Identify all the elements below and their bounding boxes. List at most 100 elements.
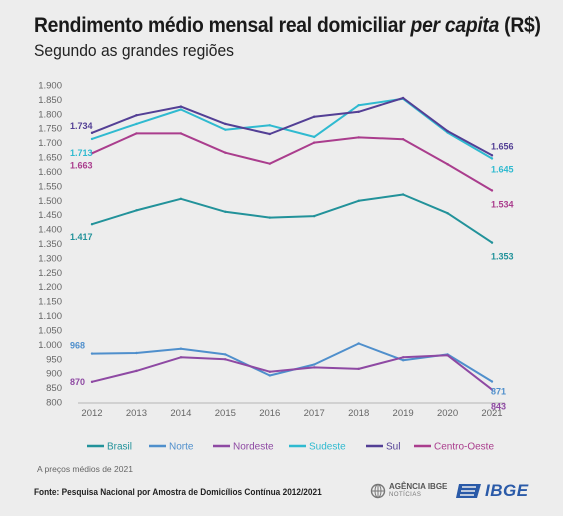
chart-title-unit: (R$) [499,14,541,37]
y-tick-label: 800 [46,398,62,409]
data-point-nordeste [268,370,271,373]
series-line-nordeste [91,354,493,391]
data-point-sul [135,114,138,117]
data-point-brasil [446,212,449,215]
price-note: A preços médios de 2021 [37,464,133,474]
data-label-sudeste: 1.645 [491,164,514,174]
data-point-centro-oeste [401,137,405,141]
data-labels: 1.417 1.353 968 871 870 843 1.713 1.645 1.734 1.6… [70,121,514,412]
legend: Brasil Norte Nordeste Sudeste Sul Centro-Oest… [87,442,494,453]
chart-title-main: Rendimento médio mensal real domiciliar [34,14,411,37]
y-tick-label: 1.650 [38,153,62,164]
x-tick-label: 2014 [170,408,191,419]
x-tick-label: 2018 [348,408,369,419]
data-label-brasil: 1.417 [70,232,93,242]
chart-title: Rendimento médio mensal real domiciliar … [34,14,541,38]
data-point-nordeste [90,380,94,384]
y-tick-label: 1.200 [38,282,62,293]
y-tick-label: 1.000 [38,340,62,351]
legend-label-brasil: Brasil [107,442,132,453]
data-point-sudeste [490,157,494,160]
ibge-logo: IBGE [456,481,529,501]
data-point-centro-oeste [313,141,316,144]
x-tick-label: 2019 [393,408,414,419]
data-point-norte [135,351,138,355]
data-point-nordeste [135,369,138,373]
legend-label-sudeste: Sudeste [309,442,346,453]
data-point-brasil [179,197,183,201]
data-point-norte [401,359,405,362]
data-point-norte [313,363,316,366]
x-axis: 2012 2013 2014 2015 2016 2017 2018 2019 2020 2021 [78,402,505,419]
x-tick-label: 2021 [481,408,502,419]
ibge-emblem-icon [456,484,481,498]
data-point-nordeste [490,388,494,391]
data-point-sul [224,122,227,126]
data-point-brasil [268,216,271,219]
data-point-brasil [490,241,494,244]
data-point-norte [357,342,360,345]
data-point-centro-oeste [446,163,449,166]
data-point-norte [268,374,271,377]
data-point-centro-oeste [224,151,227,154]
data-point-centro-oeste [90,152,94,155]
data-point-sul [90,131,94,135]
data-point-brasil [135,209,138,212]
x-tick-label: 2020 [437,408,458,419]
y-tick-label: 1.800 [38,109,62,120]
data-point-nordeste [179,356,183,359]
y-tick-label: 1.750 [38,124,62,135]
data-point-nordeste [401,356,405,359]
data-label-norte: 871 [491,387,506,397]
y-tick-label: 1.400 [38,225,62,236]
ibge-logo-text: IBGE [485,481,529,500]
data-label-centro-oeste: 1.663 [70,160,93,170]
data-point-sudeste [224,128,227,131]
data-point-brasil [224,210,227,213]
legend-label-sul: Sul [386,442,400,453]
y-tick-label: 1.350 [38,239,62,250]
data-point-nordeste [224,358,227,361]
data-label-norte: 968 [70,341,85,351]
data-label-sudeste: 1.713 [70,148,93,158]
data-point-sudeste [313,135,316,139]
data-label-centro-oeste: 1.534 [491,199,514,209]
agencia-line2: NOTÍCIAS [389,492,422,498]
data-point-sudeste [357,103,360,107]
series-line-centro-oeste [91,132,493,192]
data-point-nordeste [357,367,360,371]
series-line-sudeste [91,97,493,160]
y-tick-label: 850 [46,383,62,394]
y-tick-label: 1.900 [38,81,62,92]
series-line-norte [91,342,493,383]
legend-label-nordeste: Nordeste [233,442,274,453]
y-tick-label: 1.700 [38,138,62,149]
chart-title-italic: per capita [410,14,500,37]
legend-label-centro-oeste: Centro-Oeste [434,442,494,453]
data-point-sul [179,105,183,108]
y-tick-label: 1.250 [38,268,62,279]
data-point-sul [357,110,360,114]
agencia-line1: AGÊNCIA IBGE [389,482,448,491]
data-point-sudeste [179,108,183,111]
data-point-sul [401,96,405,100]
y-tick-label: 1.850 [38,95,62,106]
x-tick-label: 2015 [215,408,236,419]
data-label-nordeste: 870 [70,377,85,387]
y-tick-label: 900 [46,369,62,380]
data-point-sul [490,154,494,157]
y-tick-label: 1.050 [38,325,62,336]
data-point-norte [179,347,183,350]
agencia-ibge-logo: AGÊNCIA IBGE NOTÍCIAS [370,483,447,499]
y-tick-label: 1.150 [38,297,62,308]
chart-subtitle: Segundo as grandes regiões [34,41,234,60]
y-tick-label: 1.300 [38,253,62,264]
agencia-globe-icon [370,483,386,499]
data-label-sul: 1.656 [491,141,514,151]
data-point-sudeste [90,137,94,141]
data-point-brasil [90,222,94,226]
data-point-centro-oeste [179,132,183,135]
data-point-sudeste [268,124,271,127]
y-tick-label: 1.450 [38,210,62,221]
data-point-nordeste [446,354,449,357]
